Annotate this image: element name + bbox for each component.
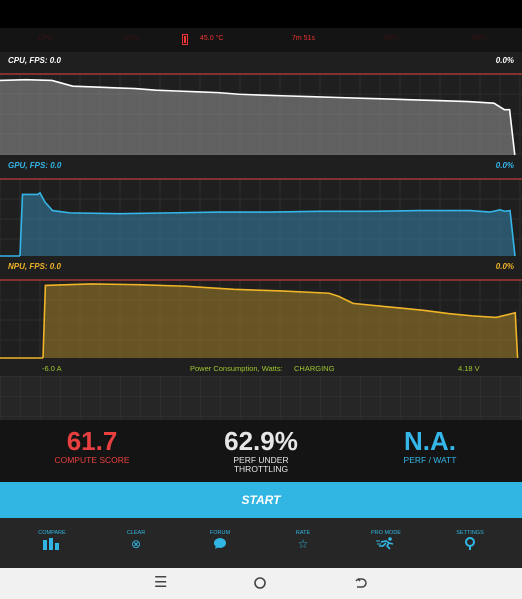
compute-score-value: 61.7 [66, 426, 118, 456]
start-button[interactable]: START [0, 482, 522, 518]
gpu-line [19, 191, 516, 257]
nav-pro-mode-label: PRO MODE [371, 530, 401, 536]
cpu-percent: 0.0% [495, 56, 514, 65]
compute-score: 61.7 COMPUTE SCORE [40, 426, 144, 465]
npu-label: NPU, FPS: 0.0 [8, 262, 61, 271]
npu-percent: 0.0% [495, 262, 514, 271]
battery-icon [182, 34, 188, 45]
compare-icon [22, 537, 82, 555]
status-bar [0, 0, 522, 28]
status-cell-npu: NPU [384, 35, 399, 42]
nav-pro-mode[interactable]: PRO MODE [356, 530, 416, 554]
status-cell-npu-2: NPU [472, 35, 487, 42]
npu-graph [0, 279, 522, 359]
gpu-percent: 0.0% [495, 161, 514, 170]
nav-forum-label: FORUM [209, 530, 231, 536]
runner-icon [356, 537, 416, 554]
forum-icon [190, 537, 250, 554]
back-icon[interactable] [354, 574, 368, 595]
monitor-status-row: CPU GPU 45.0 °C 7m 51s NPU NPU [0, 28, 522, 52]
npu-panel: NPU, FPS: 0.0 0.0% [0, 258, 522, 360]
nav-compare-label: COMPARE [38, 530, 66, 536]
cpu-line [0, 78, 516, 156]
throttling-score-value: 62.9% [224, 426, 298, 456]
power-graph [0, 376, 522, 420]
cpu-graph [0, 73, 522, 156]
voltage-readout: 4.18 V [458, 364, 480, 373]
status-cell-cpu: CPU [38, 35, 53, 42]
npu-line [42, 283, 519, 359]
gpu-panel: GPU, FPS: 0.0 0.0% [0, 157, 522, 258]
settings-icon [440, 537, 500, 555]
nav-compare[interactable]: COMPARE [22, 530, 82, 555]
temperature-readout: 45.0 °C [200, 35, 224, 42]
cpu-panel: CPU, FPS: 0.0 0.0% [0, 52, 522, 157]
elapsed-time: 7m 51s [292, 35, 315, 42]
nav-clear-label: CLEAR [126, 530, 146, 536]
npu-area [43, 283, 518, 358]
perf-watt-label: PERF / WATT [403, 455, 457, 465]
gpu-graph [0, 178, 522, 257]
nav-rate-label: RATE [295, 530, 311, 536]
cpu-label: CPU, FPS: 0.0 [8, 56, 61, 65]
status-cell-gpu: GPU [124, 35, 140, 42]
home-icon[interactable] [253, 574, 267, 595]
charging-state: CHARGING [294, 364, 335, 373]
bottom-nav: COMPARE CLEAR ⊗ FORUM RATE ☆ PRO MODE SE… [0, 518, 522, 568]
nav-clear[interactable]: CLEAR ⊗ [106, 530, 166, 552]
gpu-label: GPU, FPS: 0.0 [8, 161, 62, 170]
clear-icon: ⊗ [130, 537, 142, 551]
throttling-label-1: PERF UNDER [233, 455, 289, 465]
throttling-score: 62.9% PERF UNDER THROTTLING [208, 426, 314, 474]
current-readout: -6.0 A [42, 364, 62, 373]
throttling-label-2: THROTTLING [233, 464, 289, 474]
power-caption: Power Consumption, Watts: [190, 364, 283, 373]
power-row: -6.0 A Power Consumption, Watts: CHARGIN… [0, 360, 522, 376]
recents-icon[interactable]: ☰ [154, 574, 168, 591]
cpu-area [0, 79, 515, 155]
gpu-area [20, 192, 515, 256]
nav-settings[interactable]: SETTINGS [440, 530, 500, 555]
score-panel: 61.7 COMPUTE SCORE 62.9% PERF UNDER THRO… [0, 420, 522, 482]
perf-watt-value: N.A. [404, 426, 456, 456]
system-nav-bar: ☰ [0, 568, 522, 599]
nav-rate[interactable]: RATE ☆ [273, 530, 333, 552]
star-icon: ☆ [297, 537, 309, 551]
compute-score-label: COMPUTE SCORE [54, 455, 130, 465]
nav-settings-label: SETTINGS [456, 530, 484, 536]
perf-watt-score: N.A. PERF / WATT [380, 426, 480, 465]
nav-forum[interactable]: FORUM [190, 530, 250, 554]
